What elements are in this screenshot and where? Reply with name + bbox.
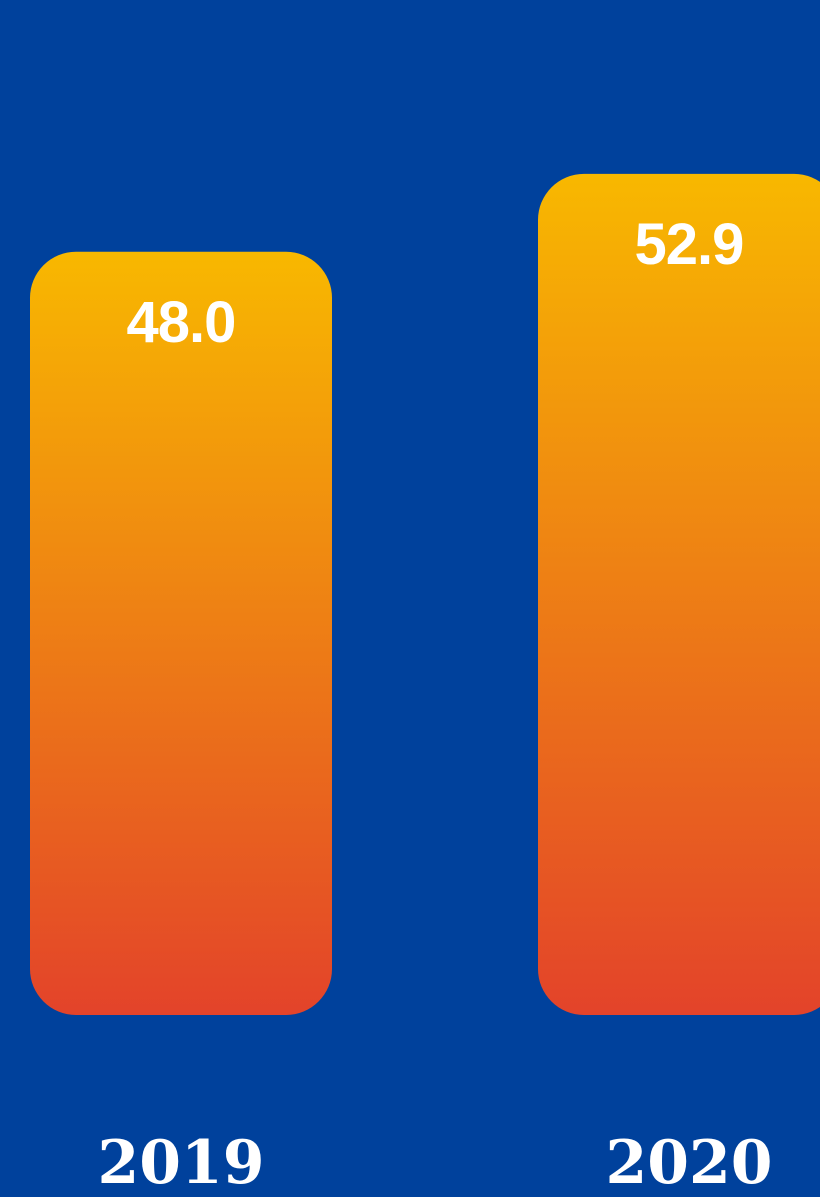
labels-group: 48.0 2019 52.9 2020 <box>98 212 773 1197</box>
category-label-2019: 2019 <box>98 1128 265 1197</box>
bars-group <box>30 173 820 1016</box>
value-label-2019: 48.0 <box>127 290 236 355</box>
bar-2019 <box>30 251 332 1016</box>
category-label-2020: 2020 <box>606 1128 773 1197</box>
value-label-2020: 52.9 <box>635 212 744 277</box>
bar-2020 <box>538 173 820 1015</box>
